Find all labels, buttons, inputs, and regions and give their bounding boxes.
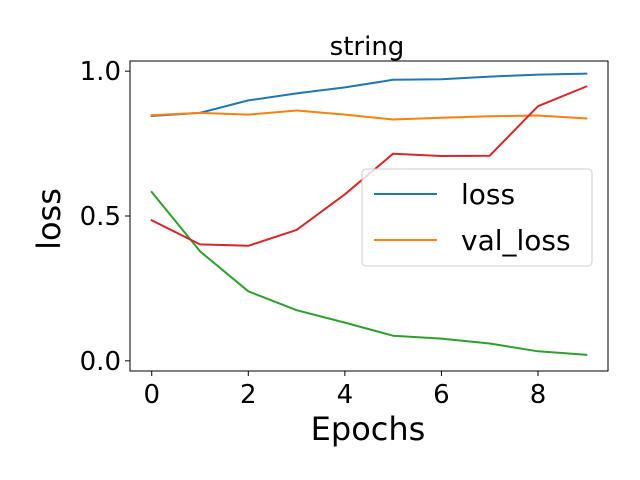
x-tick-label: 4 [337,380,354,410]
y-tick-label: 0.5 [80,202,121,232]
x-tick-label: 0 [143,380,160,410]
x-axis-ticks: 0 2 4 6 8 [143,371,546,410]
series-line-loss [150,72,588,118]
series-line-val-loss [150,109,588,121]
y-tick-label: 0.0 [80,347,121,377]
y-tick-label: 1.0 [80,57,121,87]
x-tick-label: 2 [240,380,257,410]
x-tick-label: 8 [530,380,547,410]
legend: loss val_loss [361,168,593,267]
legend-label: val_loss [461,224,571,257]
x-tick-label: 6 [433,380,450,410]
chart-title: string [330,32,405,62]
series-line-3 [150,190,588,356]
legend-label: loss [461,178,515,211]
y-axis-ticks: 0.0 0.5 1.0 [80,57,130,377]
x-axis-label: Epochs [311,410,426,448]
y-axis-label: loss [30,188,68,250]
